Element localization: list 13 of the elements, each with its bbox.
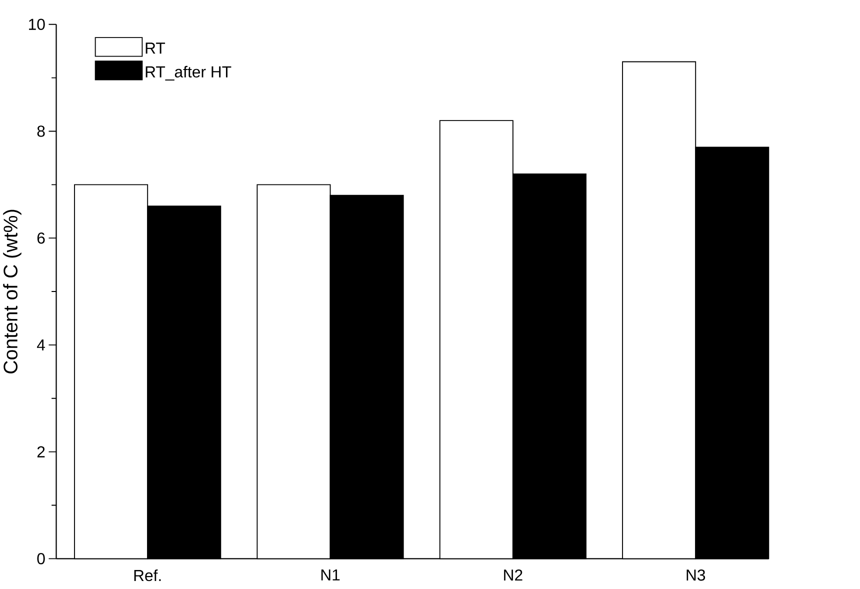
x-tick-label: N3	[686, 570, 706, 581]
y-tick-label: 0	[37, 553, 45, 564]
y-axis-title: Content of C (wt%)	[3, 210, 22, 374]
legend-label: RT	[146, 42, 166, 54]
legend-label: RT_after HT	[146, 66, 232, 81]
y-tick-label: 6	[37, 232, 45, 244]
x-tick-label: N1	[321, 570, 340, 581]
y-tick-label: 8	[37, 126, 45, 138]
y-tick-label: 10	[29, 18, 45, 30]
y-tick-label: 4	[36, 340, 45, 351]
y-tick-label: 2	[37, 446, 45, 458]
x-tick-label: Ref.	[134, 570, 161, 582]
x-tick-label: N2	[504, 570, 522, 581]
